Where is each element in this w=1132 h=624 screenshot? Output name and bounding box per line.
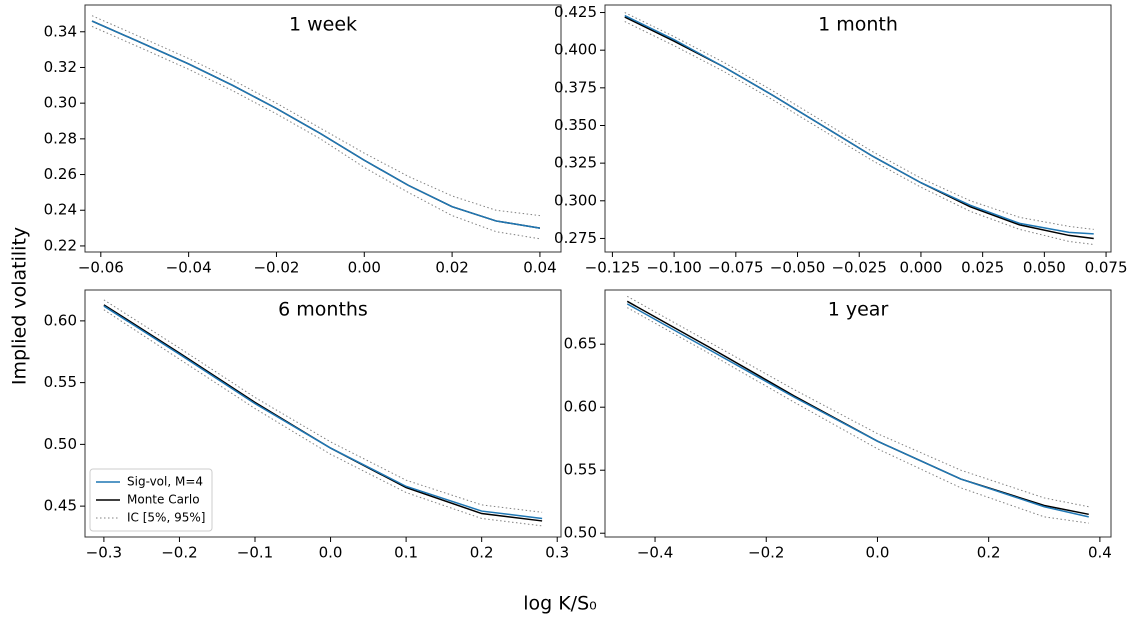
x-tick-label: −0.04 — [166, 259, 212, 277]
chart-title: 1 month — [818, 14, 898, 36]
x-tick-label: 0.025 — [961, 259, 1004, 277]
y-tick-label: 0.65 — [564, 335, 597, 353]
series-line — [624, 16, 1094, 240]
y-tick-label: 0.375 — [554, 78, 597, 96]
x-tick-label: 0.02 — [435, 259, 468, 277]
series-line — [626, 295, 1089, 508]
series-line — [624, 21, 1094, 245]
x-tick-label: −0.06 — [78, 259, 124, 277]
x-tick-label: 0.00 — [348, 259, 381, 277]
y-tick-label: 0.32 — [44, 58, 77, 76]
series-line — [91, 20, 541, 229]
x-tick-label: 0.000 — [899, 259, 942, 277]
y-tick-label: 0.60 — [564, 398, 597, 416]
series-line — [91, 15, 540, 217]
plot-frame — [84, 289, 562, 538]
chart-title: 1 year — [828, 299, 889, 321]
y-tick-label: 0.350 — [554, 116, 597, 134]
x-tick-label: 0.075 — [1085, 259, 1128, 277]
x-tick-label: −0.1 — [237, 544, 273, 562]
series-line — [91, 20, 541, 229]
y-tick-label: 0.22 — [44, 236, 77, 254]
x-tick-label: 0.050 — [1023, 259, 1066, 277]
legend-label: IC [5%, 95%] — [127, 511, 205, 525]
series-line — [624, 14, 1094, 235]
series-line — [626, 300, 1089, 516]
legend-label: Sig-vol, M=4 — [127, 475, 203, 489]
series-line — [626, 303, 1089, 518]
x-tick-label: 0.0 — [319, 544, 343, 562]
series-line — [103, 309, 543, 527]
x-tick-label: −0.025 — [831, 259, 887, 277]
x-tick-label: 0.2 — [977, 544, 1001, 562]
y-tick-label: 0.45 — [44, 497, 77, 515]
x-tick-label: 0.2 — [470, 544, 494, 562]
y-tick-label: 0.60 — [44, 311, 77, 329]
y-tick-label: 0.275 — [554, 229, 597, 247]
y-tick-label: 0.50 — [44, 435, 77, 453]
plot-frame — [604, 289, 1112, 538]
x-tick-label: 0.4 — [1088, 544, 1112, 562]
y-tick-label: 0.300 — [554, 191, 597, 209]
series-line — [91, 25, 541, 240]
x-tick-label: 0.04 — [523, 259, 556, 277]
x-tick-label: 0.1 — [394, 544, 418, 562]
x-axis-label: log K/S₀ — [523, 593, 597, 615]
plot-frame — [84, 4, 562, 253]
y-tick-label: 0.24 — [44, 201, 77, 219]
y-tick-label: 0.28 — [44, 129, 77, 147]
y-tick-label: 0.50 — [564, 524, 597, 542]
x-tick-label: −0.4 — [637, 544, 673, 562]
x-tick-label: −0.050 — [770, 259, 826, 277]
y-tick-label: 0.55 — [44, 373, 77, 391]
plot-frame — [604, 4, 1112, 253]
y-tick-label: 0.325 — [554, 154, 597, 172]
chart-title: 1 week — [289, 14, 357, 36]
x-tick-label: −0.125 — [585, 259, 641, 277]
y-tick-label: 0.55 — [564, 461, 597, 479]
x-tick-label: −0.075 — [708, 259, 764, 277]
y-tick-label: 0.26 — [44, 165, 77, 183]
x-tick-label: −0.3 — [86, 544, 122, 562]
chart-title: 6 months — [278, 299, 368, 321]
x-tick-label: −0.2 — [748, 544, 784, 562]
legend-box — [89, 468, 213, 532]
y-axis-label: Implied volatility — [9, 227, 31, 385]
x-tick-label: −0.02 — [253, 259, 299, 277]
x-tick-label: 0.0 — [866, 544, 890, 562]
series-line — [103, 305, 543, 520]
y-tick-label: 0.400 — [554, 41, 597, 59]
legend-label: Monte Carlo — [127, 493, 200, 507]
series-line — [624, 12, 1094, 230]
y-tick-label: 0.30 — [44, 94, 77, 112]
x-tick-label: −0.100 — [646, 259, 702, 277]
y-tick-label: 0.425 — [554, 3, 597, 21]
y-tick-label: 0.34 — [44, 22, 77, 40]
x-tick-label: −0.2 — [161, 544, 197, 562]
x-tick-label: 0.3 — [545, 544, 569, 562]
